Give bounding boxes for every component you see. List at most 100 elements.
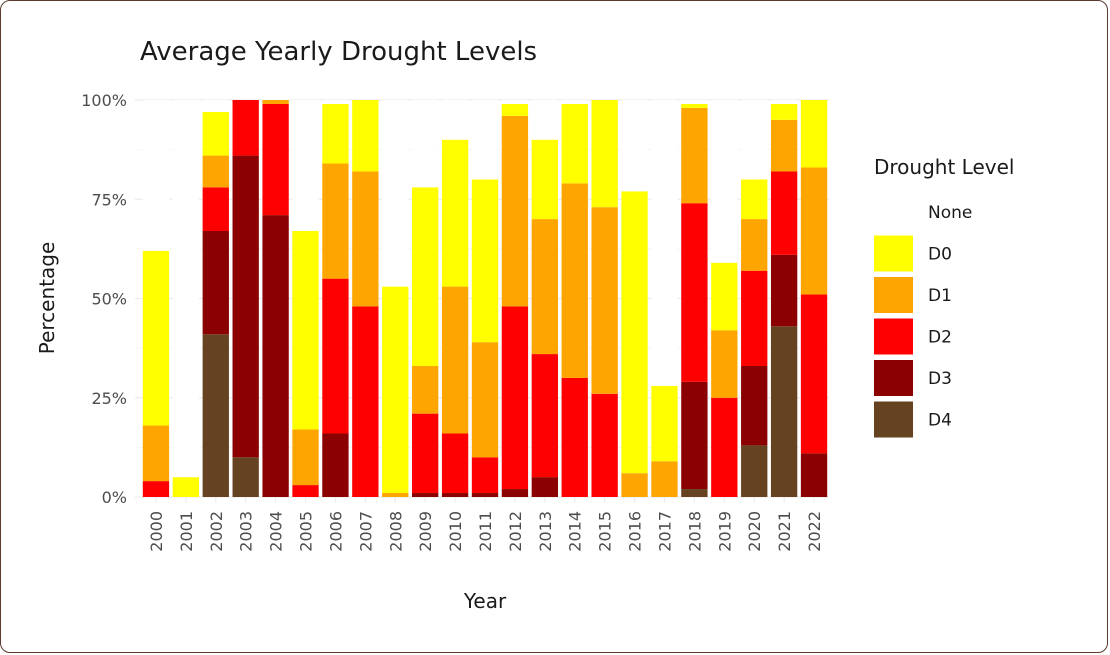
bar-segment-none — [292, 100, 319, 232]
bar-segment-none — [382, 100, 409, 287]
bar-segment-d1 — [412, 365, 439, 414]
bar-segment-d0 — [591, 100, 618, 208]
bar-segment-d1 — [770, 119, 798, 172]
legend-label: D0 — [928, 245, 952, 265]
x-tick-label: 2010 — [446, 511, 465, 552]
bar-segment-d3 — [322, 433, 349, 497]
bar-segment-d2 — [202, 187, 229, 232]
bar-segment-d0 — [800, 100, 828, 168]
x-tick-label: 2003 — [237, 511, 256, 552]
bar-segment-d1 — [561, 183, 588, 378]
legend-label: D3 — [928, 369, 952, 389]
bar-segment-d0 — [651, 385, 678, 462]
x-tick-label: 2008 — [386, 511, 405, 552]
x-tick-label: 2001 — [177, 511, 196, 552]
bar-segment-d2 — [681, 203, 708, 382]
x-tick-label: 2019 — [715, 511, 734, 552]
legend-title: Drought Level — [874, 155, 1014, 179]
bar-segment-none — [172, 100, 200, 478]
bar-segment-d1 — [651, 461, 678, 497]
x-tick-label: 2012 — [506, 511, 525, 552]
bar-segment-none — [681, 100, 708, 104]
bar-segment-d0 — [471, 179, 499, 343]
bar-segment-d3 — [800, 453, 828, 497]
bar-segment-none — [711, 100, 738, 263]
bar-segment-d1 — [681, 107, 708, 204]
bar-segment-d0 — [172, 477, 200, 497]
bar-segment-d1 — [352, 171, 379, 307]
legend-label: D2 — [928, 328, 952, 348]
bars — [142, 96, 828, 497]
bar-segment-d4 — [202, 334, 229, 497]
bar-segment-none — [262, 96, 289, 100]
x-tick-label: 2016 — [626, 511, 645, 552]
bar-segment-d3 — [501, 489, 529, 497]
x-tick-label: 2011 — [476, 511, 495, 552]
bar-segment-none — [621, 100, 648, 192]
bar-segment-none — [770, 100, 798, 104]
bar-segment-d3 — [262, 215, 289, 497]
bar-segment-d1 — [800, 167, 828, 295]
bar-segment-d1 — [382, 493, 409, 497]
bar-segment-d1 — [591, 207, 618, 394]
bar-segment-d0 — [382, 286, 409, 494]
y-tick-label: 0% — [102, 488, 127, 507]
bar-segment-none — [322, 100, 349, 104]
bar-segment-d2 — [352, 306, 379, 497]
bar-segment-d3 — [471, 493, 499, 497]
bar-segment-d2 — [711, 397, 738, 497]
legend-label: D1 — [928, 286, 952, 306]
bar-segment-d1 — [711, 330, 738, 398]
y-tick-label: 75% — [91, 190, 127, 209]
bar-segment-d1 — [741, 219, 768, 271]
bar-segment-d3 — [770, 254, 798, 327]
bar-segment-d2 — [591, 393, 618, 497]
y-tick-label: 25% — [91, 389, 127, 408]
bar-segment-d2 — [471, 457, 499, 494]
chart-title: Average Yearly Drought Levels — [140, 37, 537, 67]
bar-segment-d4 — [681, 489, 708, 497]
bar-segment-none — [412, 100, 439, 188]
bar-segment-d0 — [531, 139, 558, 220]
x-tick-label: 2009 — [416, 511, 435, 552]
bar-segment-d1 — [292, 429, 319, 486]
bar-segment-d0 — [412, 187, 439, 366]
legend-swatch-d3 — [874, 360, 913, 396]
bar-segment-d2 — [292, 485, 319, 497]
bar-segment-d4 — [232, 457, 259, 497]
bar-segment-d1 — [262, 100, 289, 104]
bar-segment-d2 — [561, 377, 588, 497]
bar-segment-d0 — [711, 262, 738, 331]
bar-segment-d0 — [352, 100, 379, 172]
bar-segment-d2 — [501, 306, 529, 490]
bar-segment-d2 — [232, 100, 259, 156]
bar-segment-d3 — [531, 477, 558, 497]
x-tick-label: 2006 — [326, 511, 345, 552]
x-tick-label: 2013 — [536, 511, 555, 552]
legend-swatch-d0 — [874, 235, 913, 272]
bar-segment-d0 — [561, 103, 588, 184]
y-tick-label: 50% — [91, 290, 127, 309]
bar-segment-d1 — [531, 219, 558, 355]
x-tick-label: 2005 — [297, 511, 316, 552]
bar-segment-none — [561, 100, 588, 104]
bar-segment-d2 — [800, 294, 828, 454]
x-tick-label: 2022 — [805, 511, 824, 552]
bar-segment-none — [531, 100, 558, 140]
bar-segment-d0 — [681, 103, 708, 108]
bar-segment-d0 — [292, 231, 319, 430]
x-axis-title: Year — [463, 589, 507, 613]
bar-segment-d0 — [621, 191, 648, 474]
bar-segment-d4 — [741, 445, 768, 497]
x-tick-label: 2004 — [267, 511, 286, 552]
x-tick-label: 2000 — [147, 511, 166, 552]
y-tick-labels: 0% 25% 50% 75% 100% — [81, 91, 127, 507]
bar-segment-d2 — [412, 413, 439, 494]
bar-segment-d3 — [681, 381, 708, 490]
legend-label: D4 — [928, 411, 952, 431]
bar-segment-none — [142, 100, 170, 251]
bar-segment-d0 — [322, 103, 349, 164]
x-tick-label: 2018 — [685, 511, 704, 552]
bar-segment-d4 — [770, 326, 798, 497]
